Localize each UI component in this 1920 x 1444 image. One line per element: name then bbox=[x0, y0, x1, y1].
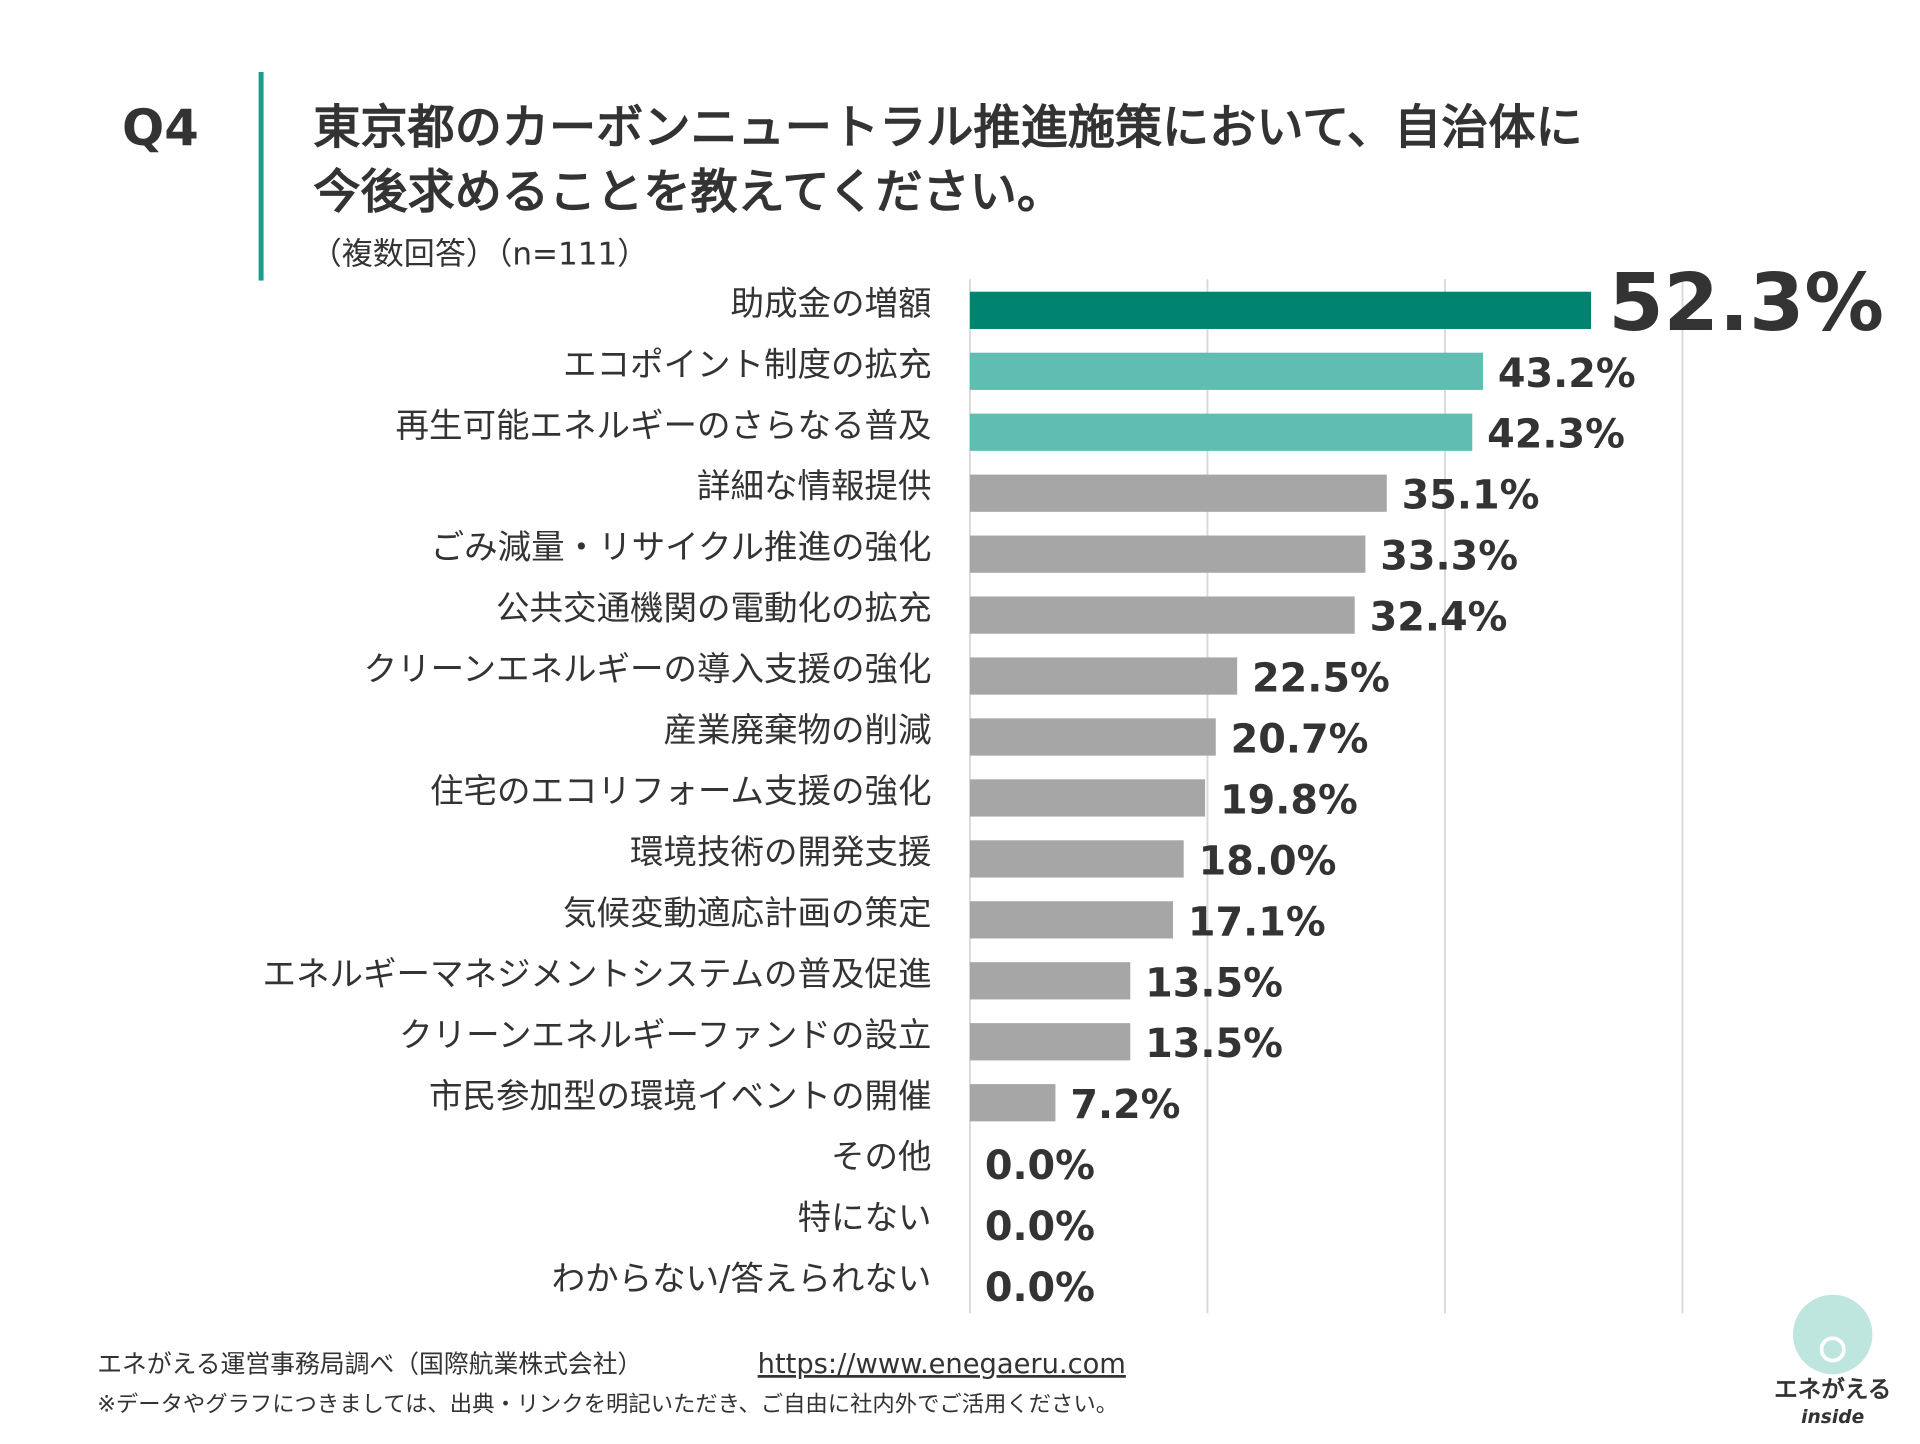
value-label: 0.0% bbox=[985, 1265, 1095, 1311]
category-label: わからない/答えられない bbox=[552, 1259, 932, 1298]
value-label: 7.2% bbox=[1070, 1082, 1180, 1128]
category-label: クリーンエネルギーの導入支援の強化 bbox=[364, 650, 932, 689]
bar bbox=[969, 962, 1131, 1000]
divider bbox=[258, 72, 264, 281]
bar bbox=[969, 779, 1206, 817]
category-label: 助成金の増額 bbox=[730, 284, 931, 323]
logo-sub: inside bbox=[1801, 1407, 1864, 1428]
value-label: 20.7% bbox=[1231, 716, 1369, 762]
value-label: 17.1% bbox=[1188, 899, 1326, 945]
bar bbox=[969, 291, 1592, 329]
bar bbox=[969, 1084, 1056, 1122]
value-label: 42.3% bbox=[1487, 412, 1625, 458]
value-label: 32.4% bbox=[1370, 595, 1508, 641]
value-label: 22.5% bbox=[1252, 656, 1390, 702]
bar bbox=[969, 352, 1483, 390]
category-label: ごみ減量・リサイクル推進の強化 bbox=[431, 528, 932, 567]
bar bbox=[969, 718, 1216, 756]
value-label: 43.2% bbox=[1498, 351, 1636, 397]
category-label: 市民参加型の環境イベントの開催 bbox=[429, 1076, 932, 1115]
subtitle: （複数回答）（n=111） bbox=[311, 237, 648, 273]
source: エネがえる運営事務局調べ（国際航業株式会社） bbox=[97, 1350, 642, 1379]
bar bbox=[969, 657, 1238, 695]
bar bbox=[969, 1023, 1131, 1061]
title-line: 今後求めることを教えてください。 bbox=[313, 165, 1064, 220]
bar bbox=[969, 840, 1184, 878]
note: ※データやグラフにつきましては、出典・リンクを明記いただき、ご自由に社内外でご活… bbox=[97, 1392, 1118, 1418]
category-label: エネルギーマネジメントシステムの普及促進 bbox=[262, 954, 931, 993]
bar bbox=[969, 474, 1387, 512]
bar bbox=[969, 901, 1174, 939]
logo-icon bbox=[1792, 1294, 1873, 1375]
category-label: 気候変動適応計画の策定 bbox=[563, 893, 932, 932]
category-label: 環境技術の開発支援 bbox=[630, 832, 932, 871]
question-label: Q4 bbox=[122, 99, 199, 157]
value-label: 0.0% bbox=[985, 1143, 1095, 1189]
value-label: 52.3% bbox=[1608, 256, 1884, 349]
value-label: 13.5% bbox=[1145, 960, 1283, 1006]
category-label: クリーンエネルギーファンドの設立 bbox=[399, 1015, 931, 1054]
category-label: 再生可能エネルギーのさらなる普及 bbox=[395, 406, 931, 445]
category-label: 公共交通機関の電動化の拡充 bbox=[496, 589, 932, 628]
category-label: 詳細な情報提供 bbox=[697, 467, 932, 506]
value-label: 33.3% bbox=[1380, 534, 1518, 580]
value-label: 18.0% bbox=[1199, 838, 1337, 884]
value-label: 35.1% bbox=[1402, 473, 1540, 519]
category-label: 産業廃棄物の削減 bbox=[663, 711, 931, 750]
category-label: 住宅のエコリフォーム支援の強化 bbox=[430, 771, 932, 810]
logo-name: エネがえる bbox=[1774, 1375, 1891, 1403]
logo: エネがえる inside bbox=[1774, 1294, 1891, 1428]
value-label: 19.8% bbox=[1220, 777, 1358, 823]
bar bbox=[969, 413, 1473, 451]
bar bbox=[969, 535, 1366, 573]
category-label: 特にない bbox=[797, 1198, 931, 1237]
source-link[interactable]: https://www.enegaeru.com bbox=[758, 1349, 1126, 1380]
value-label: 13.5% bbox=[1145, 1021, 1283, 1067]
value-label: 0.0% bbox=[985, 1204, 1095, 1250]
bar bbox=[969, 596, 1355, 634]
title-line: 東京都のカーボンニュートラル推進施策において、自治体に bbox=[313, 100, 1582, 155]
category-label: その他 bbox=[831, 1137, 931, 1176]
logo-bulb bbox=[1819, 1336, 1846, 1363]
category-label: エコポイント制度の拡充 bbox=[563, 345, 932, 384]
